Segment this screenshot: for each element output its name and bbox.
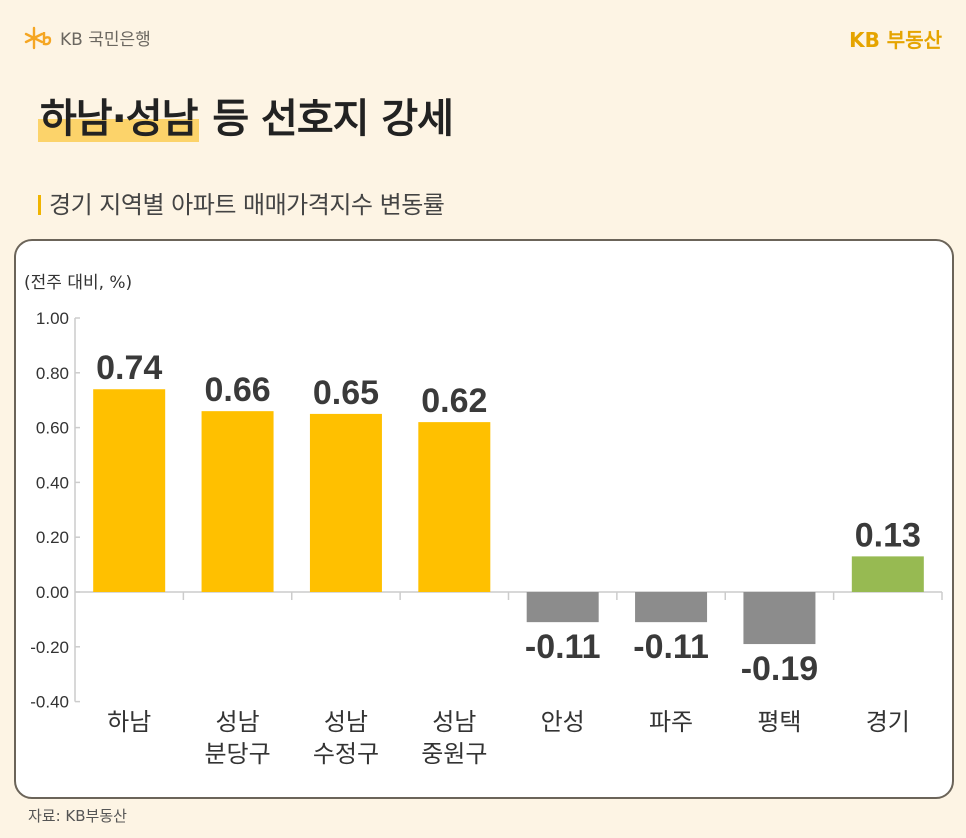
x-tick-label: 하남 <box>107 708 151 736</box>
data-label: -0.11 <box>633 628 709 666</box>
bar <box>635 592 708 623</box>
title-highlight: 하남·성남 <box>38 96 200 142</box>
y-tick-label: 0.40 <box>36 473 69 492</box>
bar <box>201 411 274 592</box>
data-label: 0.65 <box>313 374 379 412</box>
data-label: 0.62 <box>421 382 487 420</box>
bar <box>526 592 599 623</box>
y-tick-label: -0.20 <box>30 638 69 657</box>
bank-name: KB 국민은행 <box>60 30 151 50</box>
y-tick-label: 0.00 <box>36 583 69 602</box>
x-tick-label: 분당구 <box>204 740 270 768</box>
data-label: 0.66 <box>204 371 270 409</box>
subtitle-marker <box>38 195 41 215</box>
x-tick-label: 수정구 <box>313 740 379 768</box>
x-tick-label: 성남 <box>215 708 259 736</box>
data-label: -0.19 <box>741 650 819 688</box>
subtitle: 경기 지역별 아파트 매매가격지수 변동률 <box>38 185 445 220</box>
x-tick-label: 파주 <box>649 708 693 736</box>
x-tick-label: 성남 <box>432 708 476 736</box>
brand-logo: KB 부동산 <box>849 28 942 52</box>
title-rest: 등 선호지 강세 <box>199 96 454 142</box>
source-note: 자료: KB부동산 <box>28 807 127 825</box>
y-tick-label: 1.00 <box>36 309 69 328</box>
kb-star-icon <box>24 26 52 49</box>
y-tick-label: 0.60 <box>36 419 69 438</box>
x-tick-label: 경기 <box>866 708 910 736</box>
data-label: 0.13 <box>855 516 921 554</box>
data-label: 0.74 <box>96 349 162 387</box>
bar <box>851 556 924 592</box>
y-tick-label: -0.40 <box>30 693 69 712</box>
unit-label: (전주 대비, %) <box>24 273 133 293</box>
kb-kookmin-logo: KB 국민은행 <box>24 25 151 50</box>
y-tick-label: 0.20 <box>36 528 69 547</box>
data-label: -0.11 <box>525 628 601 666</box>
subtitle-text: 경기 지역별 아파트 매매가격지수 변동률 <box>49 191 445 219</box>
page-title: 하남·성남 등 선호지 강세 <box>38 86 454 144</box>
x-tick-label: 안성 <box>541 708 585 736</box>
x-tick-label: 중원구 <box>421 740 487 768</box>
x-tick-label: 평택 <box>757 708 801 736</box>
x-tick-label: 성남 <box>324 708 368 736</box>
bar <box>309 413 382 592</box>
bar <box>743 592 816 645</box>
bar <box>93 389 166 592</box>
y-tick-label: 0.80 <box>36 364 69 383</box>
bar <box>418 422 491 592</box>
